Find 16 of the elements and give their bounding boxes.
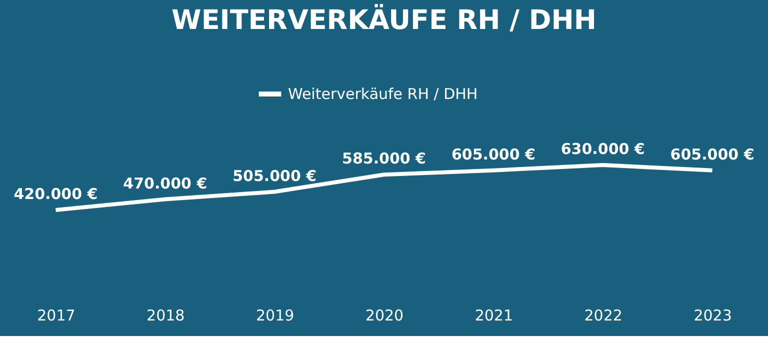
data-label: 605.000 €: [451, 145, 536, 164]
x-tick-label: 2022: [584, 306, 622, 324]
data-label: 505.000 €: [232, 166, 317, 185]
x-tick-label: 2018: [146, 306, 185, 324]
chart-title: WEITERVERKÄUFE RH / DHH: [172, 3, 596, 36]
data-label: 420.000 €: [14, 185, 98, 203]
data-label: 585.000 €: [342, 150, 426, 168]
data-label: 470.000 €: [123, 174, 208, 192]
x-tick-label: 2023: [694, 306, 732, 324]
legend-label: Weiterverkäufe RH / DHH: [288, 85, 478, 103]
x-tick-label: 2019: [256, 306, 294, 324]
data-label: 605.000 €: [670, 145, 754, 164]
x-tick-label: 2017: [37, 306, 76, 324]
data-label: 630.000 €: [560, 140, 645, 158]
x-tick-label: 2021: [474, 306, 514, 324]
x-tick-label: 2020: [365, 306, 404, 324]
